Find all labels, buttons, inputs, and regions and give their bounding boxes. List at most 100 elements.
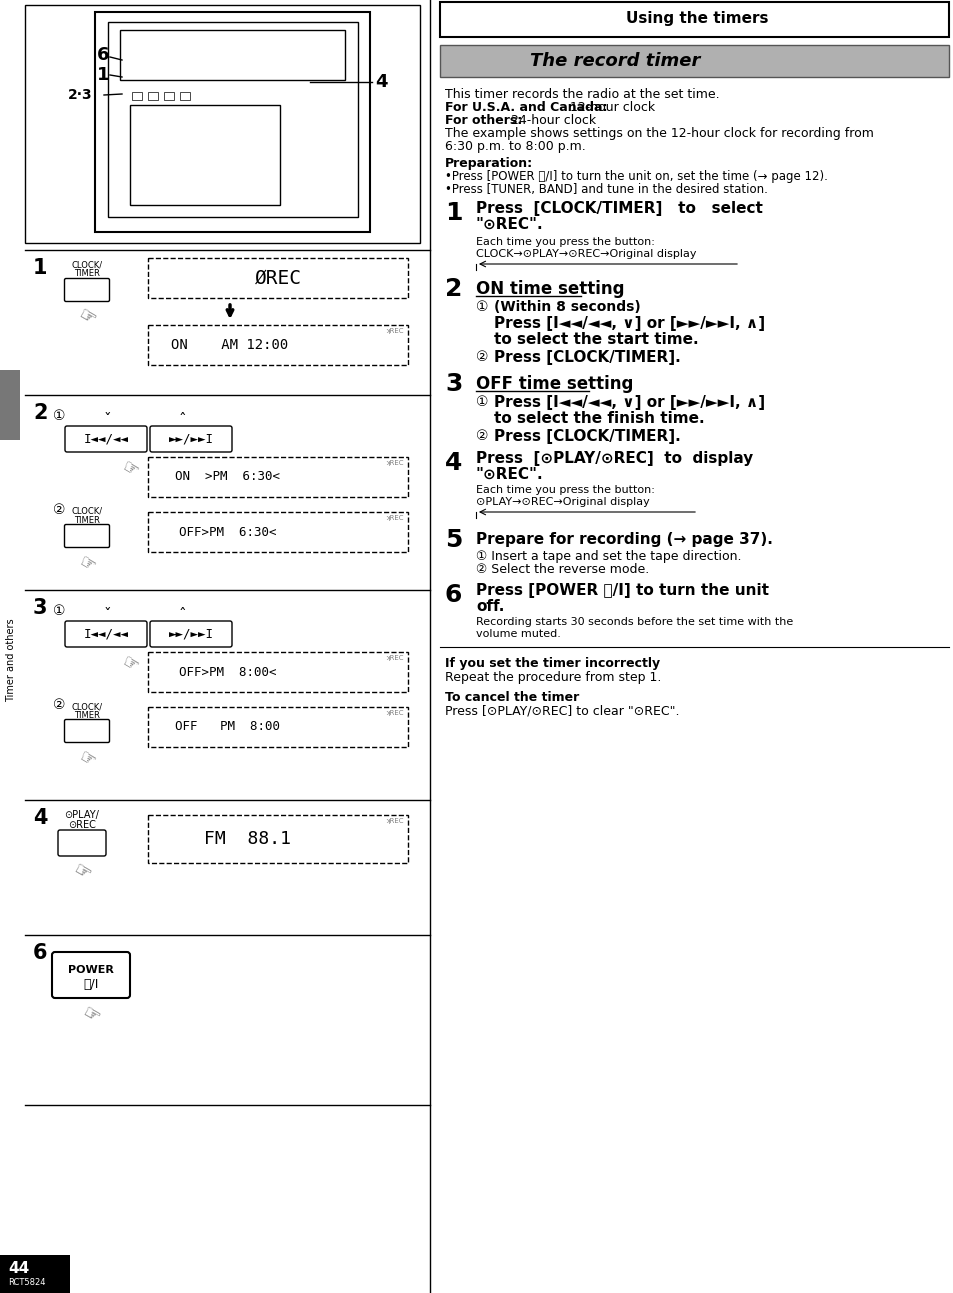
Text: ① Insert a tape and set the tape direction.: ① Insert a tape and set the tape directi… <box>476 550 740 562</box>
Text: The record timer: The record timer <box>529 52 700 70</box>
Bar <box>95 12 370 231</box>
Text: CLOCK→⊙PLAY→⊙REC→Original display: CLOCK→⊙PLAY→⊙REC→Original display <box>476 250 696 259</box>
Text: FM  88.1: FM 88.1 <box>204 830 292 848</box>
Text: ② Select the reverse mode.: ② Select the reverse mode. <box>476 562 649 575</box>
Text: 6: 6 <box>33 943 48 963</box>
Text: 4: 4 <box>33 808 48 828</box>
Text: ☞: ☞ <box>78 1003 103 1028</box>
Text: ON  >PM  6:30<: ON >PM 6:30< <box>175 471 280 484</box>
Text: I◄◄/◄◄: I◄◄/◄◄ <box>84 627 129 640</box>
Text: Timer and others: Timer and others <box>6 618 16 702</box>
Text: 44: 44 <box>8 1261 30 1276</box>
Bar <box>120 30 345 80</box>
Text: ①: ① <box>476 394 488 409</box>
Text: 4: 4 <box>375 72 387 91</box>
FancyBboxPatch shape <box>52 952 130 998</box>
Bar <box>130 105 280 206</box>
Text: 12-hour clock: 12-hour clock <box>561 101 654 114</box>
Bar <box>148 456 408 497</box>
Bar <box>180 92 190 100</box>
Text: Press [CLOCK/TIMER].: Press [CLOCK/TIMER]. <box>494 429 680 443</box>
Text: ʞREC: ʞREC <box>385 328 403 334</box>
Text: ⏻/I: ⏻/I <box>83 978 98 990</box>
Text: For U.S.A. and Canada:: For U.S.A. and Canada: <box>444 101 607 114</box>
Text: ʞREC: ʞREC <box>385 460 403 465</box>
Text: ☞: ☞ <box>74 305 99 330</box>
Text: "⊙REC".: "⊙REC". <box>476 217 543 231</box>
Text: This timer records the radio at the set time.: This timer records the radio at the set … <box>444 88 719 101</box>
Text: (Within 8 seconds): (Within 8 seconds) <box>494 300 640 314</box>
Text: TIMER: TIMER <box>74 269 100 278</box>
Text: Prepare for recording (→ page 37).: Prepare for recording (→ page 37). <box>476 531 772 547</box>
Bar <box>439 3 948 37</box>
Text: ►►/►►I: ►►/►►I <box>169 432 213 446</box>
Text: ⊙REC: ⊙REC <box>68 820 96 830</box>
Bar <box>148 325 408 365</box>
Text: ②: ② <box>476 350 488 365</box>
Text: OFF   PM  8:00: OFF PM 8:00 <box>175 720 280 733</box>
Text: OFF>PM  8:00<: OFF>PM 8:00< <box>179 666 276 679</box>
Text: Recording starts 30 seconds before the set time with the: Recording starts 30 seconds before the s… <box>476 617 792 627</box>
Text: Press  [CLOCK/TIMER]   to   select: Press [CLOCK/TIMER] to select <box>476 200 762 216</box>
Text: 6: 6 <box>97 47 110 63</box>
Text: •Press [POWER ⏻/I] to turn the unit on, set the time (→ page 12).: •Press [POWER ⏻/I] to turn the unit on, … <box>444 169 827 184</box>
Text: ON time setting: ON time setting <box>476 281 624 297</box>
Text: 2·3: 2·3 <box>68 88 92 102</box>
FancyBboxPatch shape <box>150 425 232 453</box>
Text: to select the start time.: to select the start time. <box>494 332 698 347</box>
Text: OFF time setting: OFF time setting <box>476 375 633 393</box>
Text: TIMER: TIMER <box>74 711 100 720</box>
Text: I◄◄/◄◄: I◄◄/◄◄ <box>84 432 129 446</box>
FancyBboxPatch shape <box>65 719 110 742</box>
FancyBboxPatch shape <box>65 425 147 453</box>
Text: ʞREC: ʞREC <box>385 818 403 824</box>
Bar <box>0 1256 70 1293</box>
Text: 4: 4 <box>444 451 462 475</box>
Bar <box>148 707 408 747</box>
Text: ON    AM 12:00: ON AM 12:00 <box>172 337 289 352</box>
FancyBboxPatch shape <box>65 621 147 646</box>
Text: Preparation:: Preparation: <box>444 156 533 169</box>
Text: If you set the timer incorrectly: If you set the timer incorrectly <box>444 657 659 670</box>
Text: ☞: ☞ <box>70 860 94 886</box>
Text: For others:: For others: <box>444 114 521 127</box>
FancyBboxPatch shape <box>65 525 110 547</box>
Text: ØREC: ØREC <box>254 269 301 287</box>
Bar <box>148 92 158 100</box>
Text: ˇ: ˇ <box>103 608 111 623</box>
Text: ʞREC: ʞREC <box>385 515 403 521</box>
Bar <box>164 92 173 100</box>
Bar <box>148 652 408 692</box>
Text: Using the timers: Using the timers <box>625 12 767 26</box>
Text: 24-hour clock: 24-hour clock <box>503 114 596 127</box>
Text: ②: ② <box>53 698 66 712</box>
Text: CLOCK/: CLOCK/ <box>71 260 103 269</box>
Text: ☞: ☞ <box>118 456 141 481</box>
Text: ②: ② <box>476 429 488 443</box>
Text: ʞREC: ʞREC <box>385 656 403 661</box>
FancyBboxPatch shape <box>58 830 106 856</box>
Text: ☞: ☞ <box>75 747 98 771</box>
Text: ˆ: ˆ <box>178 608 186 623</box>
Text: Repeat the procedure from step 1.: Repeat the procedure from step 1. <box>444 671 660 684</box>
FancyBboxPatch shape <box>65 278 110 301</box>
Text: 1: 1 <box>33 259 48 278</box>
Text: 2: 2 <box>444 277 462 301</box>
Text: Each time you press the button:: Each time you press the button: <box>476 485 654 495</box>
Text: Press [⊙PLAY/⊙REC] to clear "⊙REC".: Press [⊙PLAY/⊙REC] to clear "⊙REC". <box>444 705 679 718</box>
Text: Press [I◄◄/◄◄, ∨] or [►►/►►I, ∧]: Press [I◄◄/◄◄, ∨] or [►►/►►I, ∧] <box>494 315 764 331</box>
Bar <box>132 92 142 100</box>
Text: Press [POWER ⏻/I] to turn the unit: Press [POWER ⏻/I] to turn the unit <box>476 583 768 597</box>
Text: Press  [⊙PLAY/⊙REC]  to  display: Press [⊙PLAY/⊙REC] to display <box>476 451 753 465</box>
Text: ˆ: ˆ <box>178 412 186 428</box>
Text: off.: off. <box>476 599 504 614</box>
Text: •Press [TUNER, BAND] and tune in the desired station.: •Press [TUNER, BAND] and tune in the des… <box>444 184 767 197</box>
Text: TIMER: TIMER <box>74 516 100 525</box>
Text: 3: 3 <box>444 372 462 396</box>
Text: 2: 2 <box>33 403 48 423</box>
Bar <box>25 5 419 243</box>
Text: ⊙PLAY→⊙REC→Original display: ⊙PLAY→⊙REC→Original display <box>476 497 649 507</box>
Text: CLOCK/: CLOCK/ <box>71 702 103 711</box>
Text: OFF>PM  6:30<: OFF>PM 6:30< <box>179 525 276 538</box>
Bar <box>0 370 20 440</box>
